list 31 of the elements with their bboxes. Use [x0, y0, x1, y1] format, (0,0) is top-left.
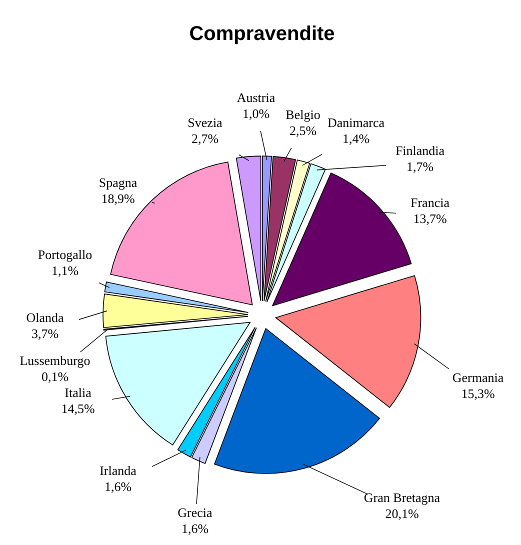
slice-label: Austria [236, 90, 276, 105]
data-label: 0,1% [41, 369, 69, 384]
slice-label: Lussemburgo [20, 353, 90, 368]
data-label: 1,1% [51, 263, 79, 278]
slice-label: Spagna [98, 175, 138, 190]
data-label: 18,9% [101, 191, 135, 206]
data-label: 1,7% [406, 159, 434, 174]
slice-label: Olanda [26, 310, 64, 325]
data-label: 1,6% [181, 521, 209, 536]
legend-label: Italia [64, 385, 92, 400]
data-label: 2,7% [191, 131, 219, 146]
data-label: 2,5% [289, 123, 317, 138]
data-label: 1,0% [242, 106, 270, 121]
slice-label: Belgio [286, 107, 320, 122]
data-label: 1,4% [342, 131, 370, 146]
slice-label: Danimarca [327, 115, 385, 130]
data-label: 3,7% [31, 326, 59, 341]
slice-label: Gran Bretagna [364, 490, 440, 505]
slice-label: Irlanda [100, 463, 137, 478]
slice-label: Grecia [178, 505, 213, 520]
slice-label: Francia [410, 195, 450, 210]
slice-label: Finlandia [395, 143, 445, 158]
data-label: 1,6% [104, 479, 132, 494]
slice-label: Germania [452, 370, 504, 385]
chart-title: Compravendite [189, 23, 335, 45]
data-label: 13,7% [413, 211, 447, 226]
data-label: 14,5% [61, 401, 95, 416]
slice-label: Portogallo [38, 247, 92, 262]
data-label: 20,1% [385, 506, 419, 521]
data-label: 15,3% [461, 386, 495, 401]
slice-label: Svezia [188, 115, 223, 130]
